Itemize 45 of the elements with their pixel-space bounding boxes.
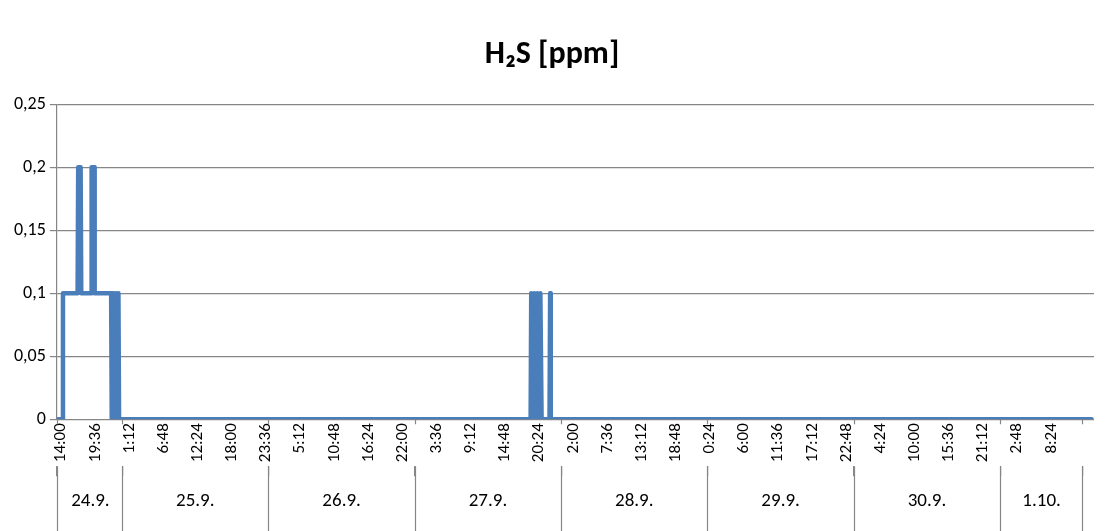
x-tick-label: 21:12 [971, 423, 993, 463]
x-tick-label: 9:12 [459, 423, 481, 454]
x-tick-label: 17:12 [800, 423, 822, 463]
y-tick-label: 0,25 [13, 91, 46, 114]
x-tick-label: 16:24 [356, 422, 378, 463]
x-tick-label: 22:00 [390, 422, 412, 463]
y-tick-label: 0,1 [23, 280, 46, 303]
x-tick-label: 3:36 [424, 422, 446, 454]
x-tick-label: 6:00 [732, 422, 754, 454]
x-tick-label: 18:00 [220, 422, 242, 463]
x-tick-label: 10:00 [902, 422, 924, 463]
x-tick-label: 14:48 [493, 423, 515, 463]
y-tick-label: 0,2 [23, 154, 46, 177]
x-tick-label: 18:48 [663, 423, 685, 463]
x-tick-label: 7:36 [595, 422, 617, 454]
x-tick-label: 0:24 [698, 422, 720, 454]
y-tick-label: 0,15 [13, 217, 46, 240]
x-tick-label: 22:48 [834, 423, 856, 463]
x2-tick-label: 1.10. [1022, 488, 1061, 512]
x-tick-label: 12:24 [185, 422, 207, 463]
x2-tick-label: 30.9. [907, 488, 947, 512]
x-tick-label: 19:36 [83, 422, 105, 463]
x-tick-label: 13:12 [629, 423, 651, 463]
x-tick-label: 2:48 [1005, 423, 1027, 454]
x-tick-label: 14:00 [49, 422, 71, 463]
x-tick-label: 6:48 [151, 423, 173, 454]
x-tick-label: 10:48 [322, 423, 344, 463]
x-tick-label: 5:12 [288, 423, 310, 454]
chart-title: H₂S [ppm] [484, 33, 620, 73]
x-tick-label: 1:12 [117, 423, 139, 454]
x-tick-label: 4:24 [868, 422, 890, 454]
y-tick-label: 0 [36, 406, 46, 429]
x2-tick-label: 28.9. [615, 488, 654, 512]
x2-tick-label: 26.9. [322, 488, 361, 512]
x2-tick-label: 24.9. [71, 488, 110, 512]
x-tick-label: 2:00 [561, 422, 583, 454]
y-tick-label: 0,05 [13, 343, 46, 366]
x-tick-label: 15:36 [937, 422, 959, 463]
x-tick-label: 11:36 [766, 422, 788, 463]
x-tick-label: 8:24 [1039, 422, 1061, 454]
x-tick-label: 23:36 [254, 422, 276, 463]
x2-tick-label: 29.9. [761, 488, 800, 512]
x2-tick-label: 25.9. [176, 488, 215, 512]
x2-tick-label: 27.9. [468, 488, 508, 512]
x-tick-label: 20:24 [527, 422, 549, 463]
